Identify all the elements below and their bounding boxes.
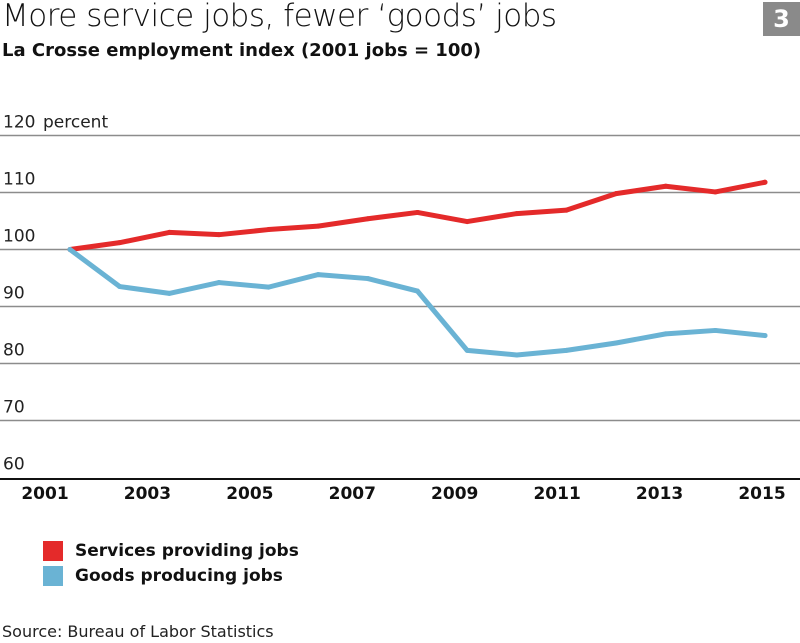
chart-subtitle: La Crosse employment index (2001 jobs = … xyxy=(2,40,482,61)
data-point xyxy=(67,247,73,252)
legend-swatch-goods xyxy=(43,566,63,586)
data-point xyxy=(663,183,669,189)
x-tick-label: 2007 xyxy=(329,484,376,504)
data-point xyxy=(415,209,420,215)
legend-label-services: Services providing jobs xyxy=(75,541,299,561)
chart-title: More service jobs, fewer ‘goods’ jobs xyxy=(2,0,557,34)
x-tick-label: 2009 xyxy=(431,484,478,504)
data-point xyxy=(117,240,123,246)
data-point xyxy=(266,284,272,290)
data-point xyxy=(266,227,272,233)
x-tick-label: 2003 xyxy=(124,484,171,504)
data-point xyxy=(166,290,172,296)
y-tick-label: 100 xyxy=(3,227,35,247)
data-point xyxy=(166,229,172,235)
x-tick-label: 2011 xyxy=(533,484,580,504)
x-tick-label: 2015 xyxy=(738,484,785,504)
y-tick-label: 70 xyxy=(3,398,25,418)
y-tick-label: 120 xyxy=(3,113,35,133)
data-point xyxy=(117,284,123,290)
y-tick-label: 60 xyxy=(3,455,25,475)
data-point xyxy=(415,288,420,294)
source-note: Source: Bureau of Labor Statistics xyxy=(2,622,274,641)
data-point xyxy=(563,347,569,353)
data-point xyxy=(365,276,371,282)
data-point xyxy=(762,333,768,339)
data-point xyxy=(315,272,321,278)
data-point xyxy=(216,232,222,238)
y-tick-label: 80 xyxy=(3,341,25,361)
data-point xyxy=(613,340,619,346)
data-point xyxy=(712,327,718,333)
data-point xyxy=(563,207,569,213)
data-point xyxy=(464,219,470,225)
legend-item-services: Services providing jobs xyxy=(43,541,299,561)
data-point xyxy=(663,331,669,337)
y-tick-label: 110 xyxy=(3,170,35,190)
x-tick-label: 2005 xyxy=(226,484,273,504)
y-axis-label: percent xyxy=(43,113,108,133)
data-point xyxy=(613,191,619,197)
data-point xyxy=(365,216,371,222)
legend-label-goods: Goods producing jobs xyxy=(75,566,283,586)
data-point xyxy=(514,352,520,358)
data-point xyxy=(216,280,222,286)
x-tick-label: 2001 xyxy=(21,484,68,504)
legend-item-goods: Goods producing jobs xyxy=(43,566,283,586)
data-point xyxy=(762,179,768,185)
x-tick-label: 2013 xyxy=(636,484,683,504)
y-tick-label: 90 xyxy=(3,284,25,304)
data-point xyxy=(315,223,321,229)
figure-number-badge: 3 xyxy=(763,2,800,36)
data-point xyxy=(464,347,470,353)
data-point xyxy=(712,189,718,195)
series-line-goods xyxy=(67,247,768,358)
data-point xyxy=(514,211,520,217)
legend-swatch-services xyxy=(43,541,63,561)
